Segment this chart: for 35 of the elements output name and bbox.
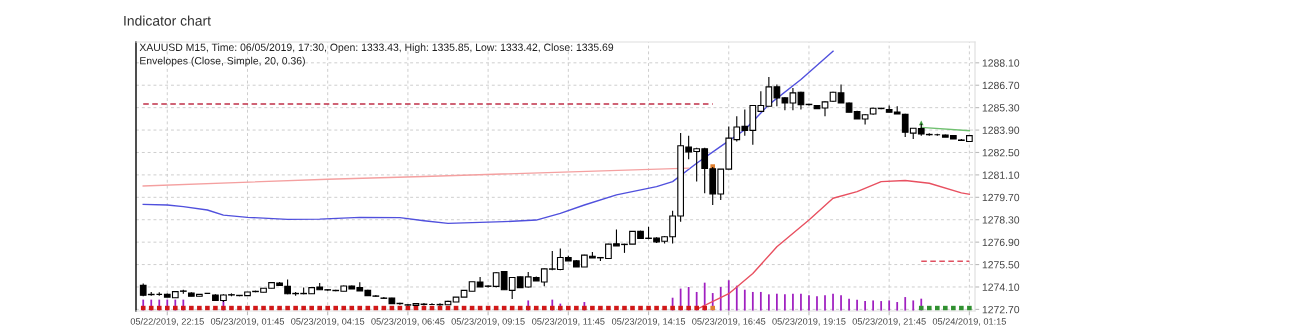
point: [943, 305, 948, 311]
x-tick-label: 05/23/2019, 04:15: [291, 317, 365, 326]
y-tick-label: 1281.10: [982, 171, 1020, 179]
x-tick-label: 05/24/2019, 01:15: [932, 317, 1006, 326]
annotation: Envelopes (Close, Simple, 20, 0.36): [140, 56, 305, 67]
y-tick-label: 1286.70: [982, 81, 1020, 90]
point: [935, 305, 940, 311]
y-tick-label: 1272.70: [982, 305, 1020, 314]
chart-title: Indicator chart: [124, 15, 211, 26]
x-tick-label: 05/23/2019, 14:15: [611, 317, 686, 326]
y-tick-label: 1275.50: [982, 261, 1020, 269]
y-tick-label: 1282.50: [982, 148, 1020, 157]
point: [918, 305, 924, 311]
point: [967, 305, 972, 311]
line-series: [142, 167, 690, 187]
x-tick-label: 05/23/2019, 11:45: [532, 317, 605, 326]
y-tick-label: 1274.10: [982, 283, 1020, 291]
y-tick-label: 1283.90: [982, 126, 1020, 134]
point: [926, 305, 932, 311]
x-tick-label: 05/23/2019, 09:15: [451, 317, 525, 326]
point: [710, 305, 716, 311]
x-tick-label: 05/23/2019, 01:45: [210, 317, 285, 326]
x-tick-label: 05/23/2019, 06:45: [371, 317, 445, 326]
chart-subtitle: XAUUSD M15, Time: 06/05/2019, 17:30, Open: 1333.43, High: 1335.85, Low: 1333.42, Close: 1335.69: [139, 43, 614, 54]
x-tick-label: 05/23/2019, 16:45: [692, 317, 766, 326]
x-tick-label: 05/22/2019, 22:15: [130, 317, 204, 326]
y-tick-label: 1276.90: [982, 238, 1020, 247]
y-tick-label: 1278.30: [982, 216, 1020, 224]
y-tick-label: 1279.70: [982, 193, 1020, 202]
point: [959, 305, 964, 311]
y-tick-label: 1288.10: [982, 59, 1020, 67]
point: [951, 305, 956, 311]
x-tick-label: 05/23/2019, 19:15: [772, 317, 846, 326]
y-tick-label: 1285.30: [982, 104, 1020, 112]
x-tick-label: 05/23/2019, 21:45: [852, 317, 926, 326]
